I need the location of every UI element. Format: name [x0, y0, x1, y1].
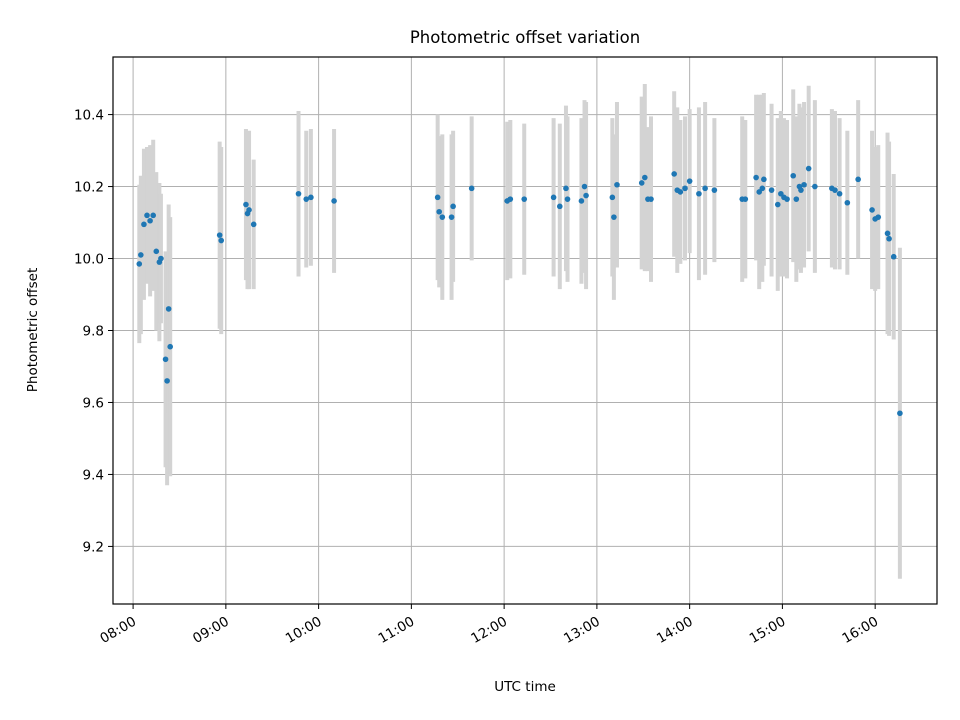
data-point [556, 203, 563, 210]
data-point [611, 214, 617, 220]
data-point [550, 194, 557, 201]
data-point [218, 237, 225, 244]
data-point [886, 235, 892, 242]
data-point [696, 190, 702, 197]
data-point [671, 171, 677, 177]
data-point [609, 194, 616, 201]
data-point [638, 180, 645, 186]
data-point [439, 214, 446, 220]
data-point [702, 185, 708, 192]
chart-title: Photometric offset variation [410, 28, 640, 47]
data-point [521, 196, 528, 202]
data-point [682, 185, 688, 192]
data-point [753, 174, 759, 181]
y-tick-label: 9.6 [83, 395, 104, 411]
data-point [243, 201, 249, 208]
data-point [812, 183, 818, 190]
y-tick-label: 9.2 [83, 539, 104, 555]
y-axis-label: Photometric offset [25, 268, 41, 392]
data-point [138, 252, 144, 258]
data-point [436, 208, 442, 215]
data-point [147, 217, 153, 224]
data-point [246, 207, 252, 213]
data-point [331, 198, 337, 204]
data-point [614, 181, 620, 188]
data-point [162, 356, 169, 363]
data-point [507, 196, 514, 202]
y-tick-label: 10.0 [74, 252, 104, 268]
data-point [844, 199, 851, 206]
y-tick-label: 10.2 [74, 180, 104, 196]
data-point [141, 221, 147, 228]
data-point [798, 187, 804, 193]
data-point [761, 176, 767, 183]
data-point [790, 172, 797, 179]
data-point [150, 212, 156, 219]
data-point [448, 214, 455, 220]
data-point [869, 207, 875, 213]
data-point [583, 192, 589, 199]
data-point [855, 176, 861, 183]
data-point [450, 203, 456, 210]
data-point [295, 190, 302, 197]
data-point [303, 196, 310, 202]
x-axis-label: UTC time [494, 679, 556, 695]
data-point [648, 196, 654, 202]
data-point [581, 183, 588, 190]
data-point [768, 187, 775, 193]
data-point [642, 174, 648, 181]
data-point [805, 165, 812, 172]
data-point [884, 230, 891, 237]
y-tick-label: 9.4 [83, 467, 104, 483]
data-point [686, 178, 693, 184]
data-point [563, 185, 569, 192]
data-point [742, 196, 749, 202]
data-point [711, 187, 718, 193]
data-point [759, 185, 766, 192]
data-point [801, 181, 807, 188]
data-point [677, 189, 684, 195]
data-point [897, 410, 903, 417]
data-point [250, 221, 257, 228]
data-point [890, 253, 897, 260]
data-point [836, 190, 843, 197]
y-tick-label: 10.4 [74, 108, 104, 124]
data-point [875, 214, 882, 220]
data-point [216, 232, 223, 238]
data-point [564, 196, 571, 202]
data-point [165, 306, 172, 312]
data-point [144, 212, 150, 219]
data-point [158, 255, 164, 262]
data-point [832, 187, 838, 193]
data-point [468, 185, 475, 192]
y-tick-label: 9.8 [83, 324, 104, 340]
data-point [153, 248, 160, 255]
data-point [164, 378, 170, 384]
data-point [578, 198, 585, 204]
data-point [136, 261, 143, 267]
data-point [793, 196, 800, 202]
data-point [167, 343, 174, 350]
data-point [434, 194, 441, 201]
y-axis-ticks: 9.2 9.4 9.6 9.8 10.0 10.2 10.4 [74, 108, 113, 555]
data-point [774, 201, 781, 208]
data-point [308, 194, 314, 201]
data-points [136, 165, 903, 417]
data-point [784, 196, 790, 202]
